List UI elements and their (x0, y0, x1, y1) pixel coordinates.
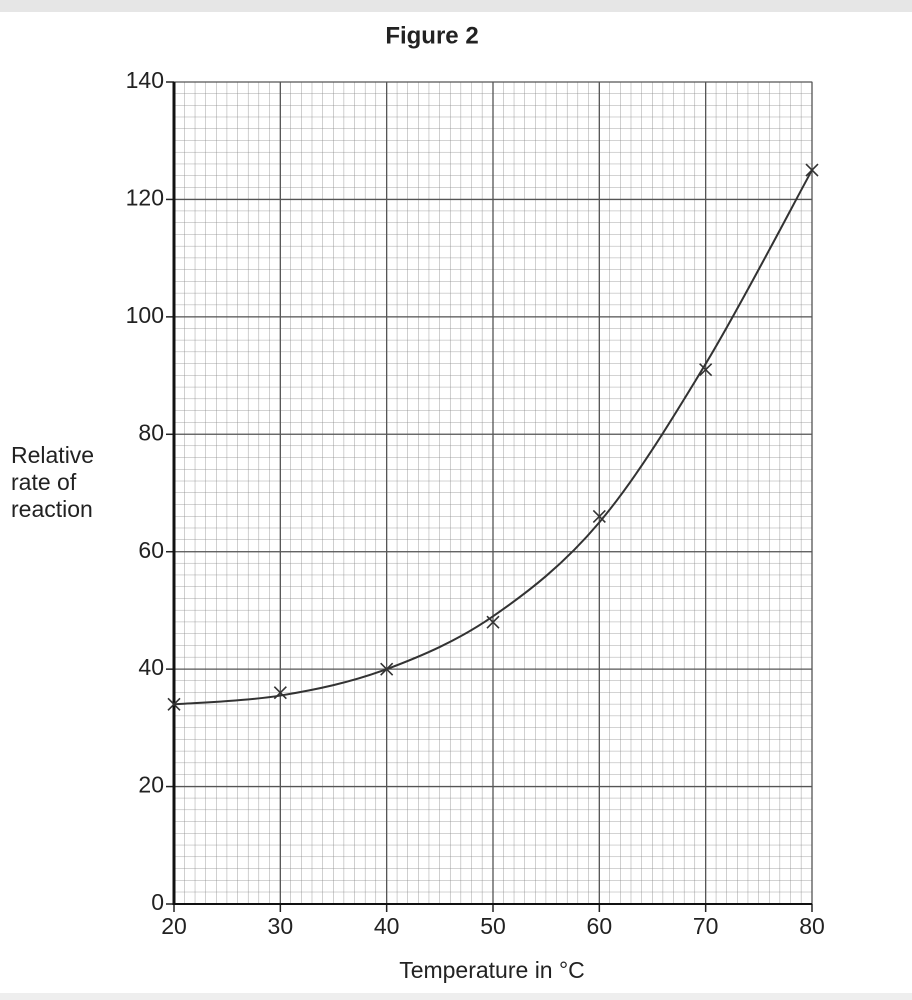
x-axis-label: Temperature in °C (399, 957, 585, 983)
x-tick-label: 80 (799, 913, 825, 939)
y-tick-label: 0 (151, 889, 164, 915)
chart-title: Figure 2 (385, 22, 478, 49)
data-point (699, 363, 713, 377)
y-tick-label: 100 (126, 302, 164, 328)
y-tick-label: 140 (126, 67, 164, 93)
top-bar (0, 0, 912, 12)
y-tick-label: 80 (138, 419, 164, 445)
data-point (592, 509, 606, 524)
data-point (805, 163, 819, 177)
x-tick-label: 40 (374, 913, 400, 939)
y-tick-label: 60 (138, 537, 164, 563)
y-tick-label: 120 (126, 185, 164, 211)
bottom-bar (0, 993, 912, 1000)
x-tick-label: 60 (587, 913, 613, 939)
x-tick-label: 50 (480, 913, 506, 939)
y-tick-label: 40 (138, 654, 164, 680)
y-tick-label: 20 (138, 772, 164, 798)
x-tick-label: 70 (693, 913, 719, 939)
curve (173, 169, 813, 706)
x-tick-label: 20 (161, 913, 187, 939)
y-axis-label: Relative rate of reaction (11, 442, 95, 522)
x-tick-label: 30 (268, 913, 294, 939)
